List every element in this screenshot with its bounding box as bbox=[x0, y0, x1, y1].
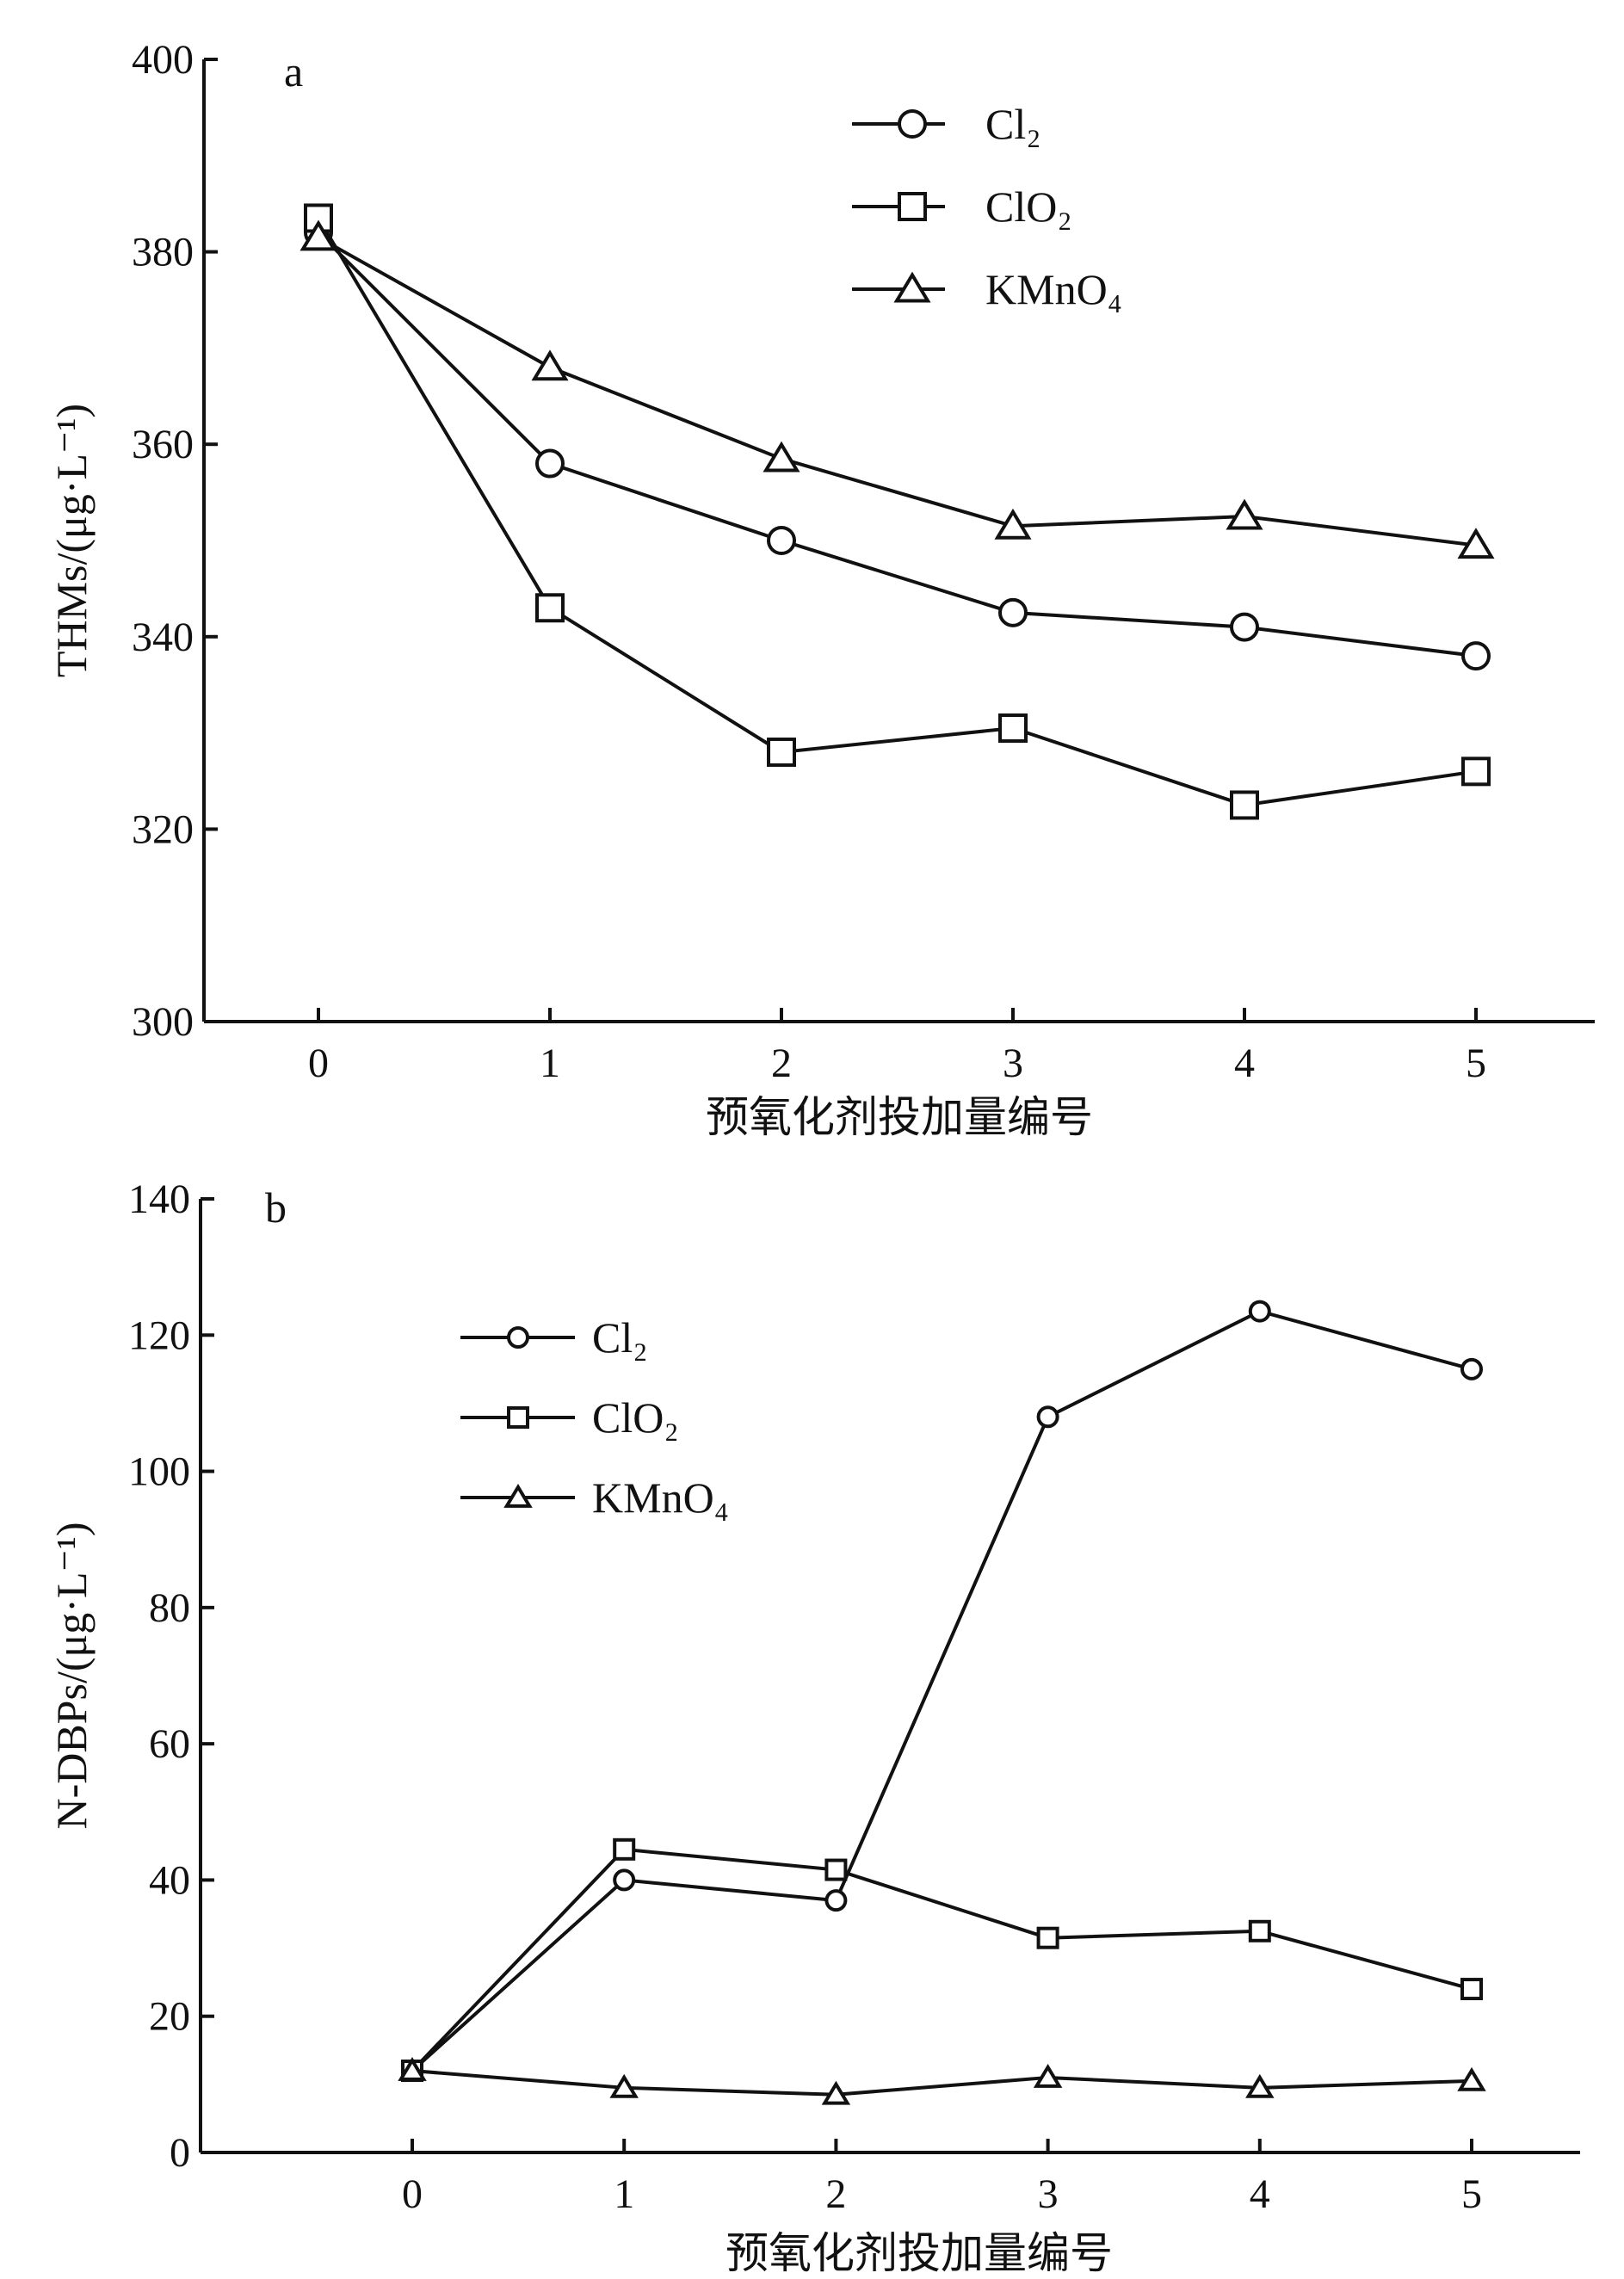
data-point-circle bbox=[824, 1889, 848, 1912]
series-line-circle bbox=[317, 231, 1477, 658]
data-point-circle bbox=[1460, 1357, 1483, 1380]
y-tick-label: 340 bbox=[132, 615, 194, 660]
x-tick-label: 4 bbox=[1250, 2171, 1270, 2217]
data-point-square bbox=[824, 1858, 848, 1881]
data-point-triangle bbox=[609, 2073, 639, 2098]
legend-marker-circle bbox=[507, 1326, 529, 1349]
data-point-triangle bbox=[531, 349, 569, 381]
legend-label: Cl₂ bbox=[985, 100, 1041, 148]
legend-marker-square bbox=[507, 1406, 529, 1429]
data-point-square bbox=[1461, 757, 1491, 787]
x-tick-label: 5 bbox=[1461, 2171, 1482, 2217]
legend-marker-circle bbox=[898, 109, 927, 139]
data-point-triangle bbox=[299, 219, 337, 251]
y-tick-label: 100 bbox=[128, 1449, 190, 1495]
x-axis-label-b: 预氧化剂投加量编号 bbox=[726, 2229, 1113, 2277]
data-point-square bbox=[1460, 1978, 1483, 2001]
chart-a: a 预氧化剂投加量编号 THMs/(μg·L⁻¹) 30032034036038… bbox=[47, 37, 1595, 1141]
data-point-square bbox=[1248, 1919, 1271, 1942]
legend-label: ClO₂ bbox=[592, 1393, 679, 1442]
x-tick-label: 5 bbox=[1466, 1041, 1486, 1086]
data-point-triangle bbox=[994, 508, 1032, 540]
data-point-circle bbox=[998, 597, 1028, 627]
data-point-circle bbox=[1036, 1405, 1059, 1429]
series-line-triangle bbox=[411, 2069, 1473, 2097]
legend-label: KMnO₄ bbox=[592, 1473, 729, 1522]
data-point-triangle bbox=[763, 441, 800, 472]
x-tick-label: 2 bbox=[825, 2171, 846, 2217]
data-point-circle bbox=[535, 448, 565, 479]
data-point-triangle bbox=[1457, 2066, 1486, 2091]
legend-marker-square bbox=[898, 192, 927, 221]
x-tick-label: 2 bbox=[771, 1041, 792, 1086]
data-point-triangle bbox=[821, 2080, 851, 2105]
x-tick-label: 3 bbox=[1038, 2171, 1059, 2217]
data-point-triangle bbox=[1457, 528, 1495, 559]
x-tick-label: 4 bbox=[1234, 1041, 1255, 1086]
y-tick-label: 40 bbox=[149, 1857, 190, 1903]
x-tick-label: 3 bbox=[1003, 1041, 1023, 1086]
data-point-square bbox=[998, 713, 1028, 744]
series-line-square bbox=[411, 1847, 1473, 2072]
panel-label-a: a bbox=[284, 47, 303, 96]
data-point-square bbox=[613, 1837, 636, 1861]
x-axis-label-a: 预氧化剂投加量编号 bbox=[706, 1093, 1093, 1141]
data-point-square bbox=[535, 593, 565, 623]
data-point-circle bbox=[1230, 612, 1259, 642]
x-tick-label: 0 bbox=[402, 2171, 423, 2217]
series-line-triangle bbox=[318, 236, 1477, 547]
y-tick-label: 120 bbox=[128, 1312, 190, 1358]
x-tick-label: 1 bbox=[614, 2171, 634, 2217]
x-tick-label: 0 bbox=[308, 1041, 329, 1086]
legend-marker-triangle bbox=[893, 271, 931, 303]
y-tick-label: 60 bbox=[149, 1721, 190, 1767]
y-tick-label: 20 bbox=[149, 1994, 190, 2040]
y-axis-label-b: N-DBPs/(μg·L⁻¹) bbox=[47, 1522, 96, 1829]
chart-b: b 预氧化剂投加量编号 N-DBPs/(μg·L⁻¹) 020406080100… bbox=[47, 1177, 1580, 2277]
y-axis-label-a: THMs/(μg·L⁻¹) bbox=[47, 404, 96, 677]
data-point-circle bbox=[767, 526, 796, 555]
data-point-square bbox=[1036, 1926, 1059, 1949]
data-point-circle bbox=[613, 1868, 636, 1892]
y-tick-label: 380 bbox=[132, 230, 194, 275]
y-tick-label: 0 bbox=[170, 2130, 190, 2176]
data-point-triangle bbox=[1033, 2063, 1063, 2088]
y-tick-label: 360 bbox=[132, 422, 194, 467]
data-point-triangle bbox=[1226, 498, 1263, 530]
y-tick-label: 400 bbox=[132, 37, 194, 83]
y-tick-label: 300 bbox=[132, 999, 194, 1045]
panel-label-b: b bbox=[265, 1183, 287, 1232]
series-line-square bbox=[317, 217, 1477, 807]
legend-label: KMnO₄ bbox=[985, 265, 1122, 313]
data-point-square bbox=[767, 737, 796, 767]
y-tick-label: 80 bbox=[149, 1585, 190, 1631]
legend-marker-triangle bbox=[503, 1484, 533, 1508]
legend-label: ClO₂ bbox=[985, 182, 1072, 231]
data-point-triangle bbox=[398, 2057, 427, 2081]
series-line-circle bbox=[411, 1309, 1473, 2072]
y-tick-label: 320 bbox=[132, 806, 194, 852]
data-point-square bbox=[1230, 790, 1259, 820]
data-point-circle bbox=[1461, 641, 1491, 671]
data-point-circle bbox=[1248, 1300, 1271, 1323]
legend-label: Cl₂ bbox=[592, 1313, 648, 1362]
data-point-triangle bbox=[1245, 2073, 1275, 2098]
x-tick-label: 1 bbox=[540, 1041, 560, 1086]
data-point-square bbox=[304, 203, 333, 233]
y-tick-label: 140 bbox=[128, 1177, 190, 1222]
